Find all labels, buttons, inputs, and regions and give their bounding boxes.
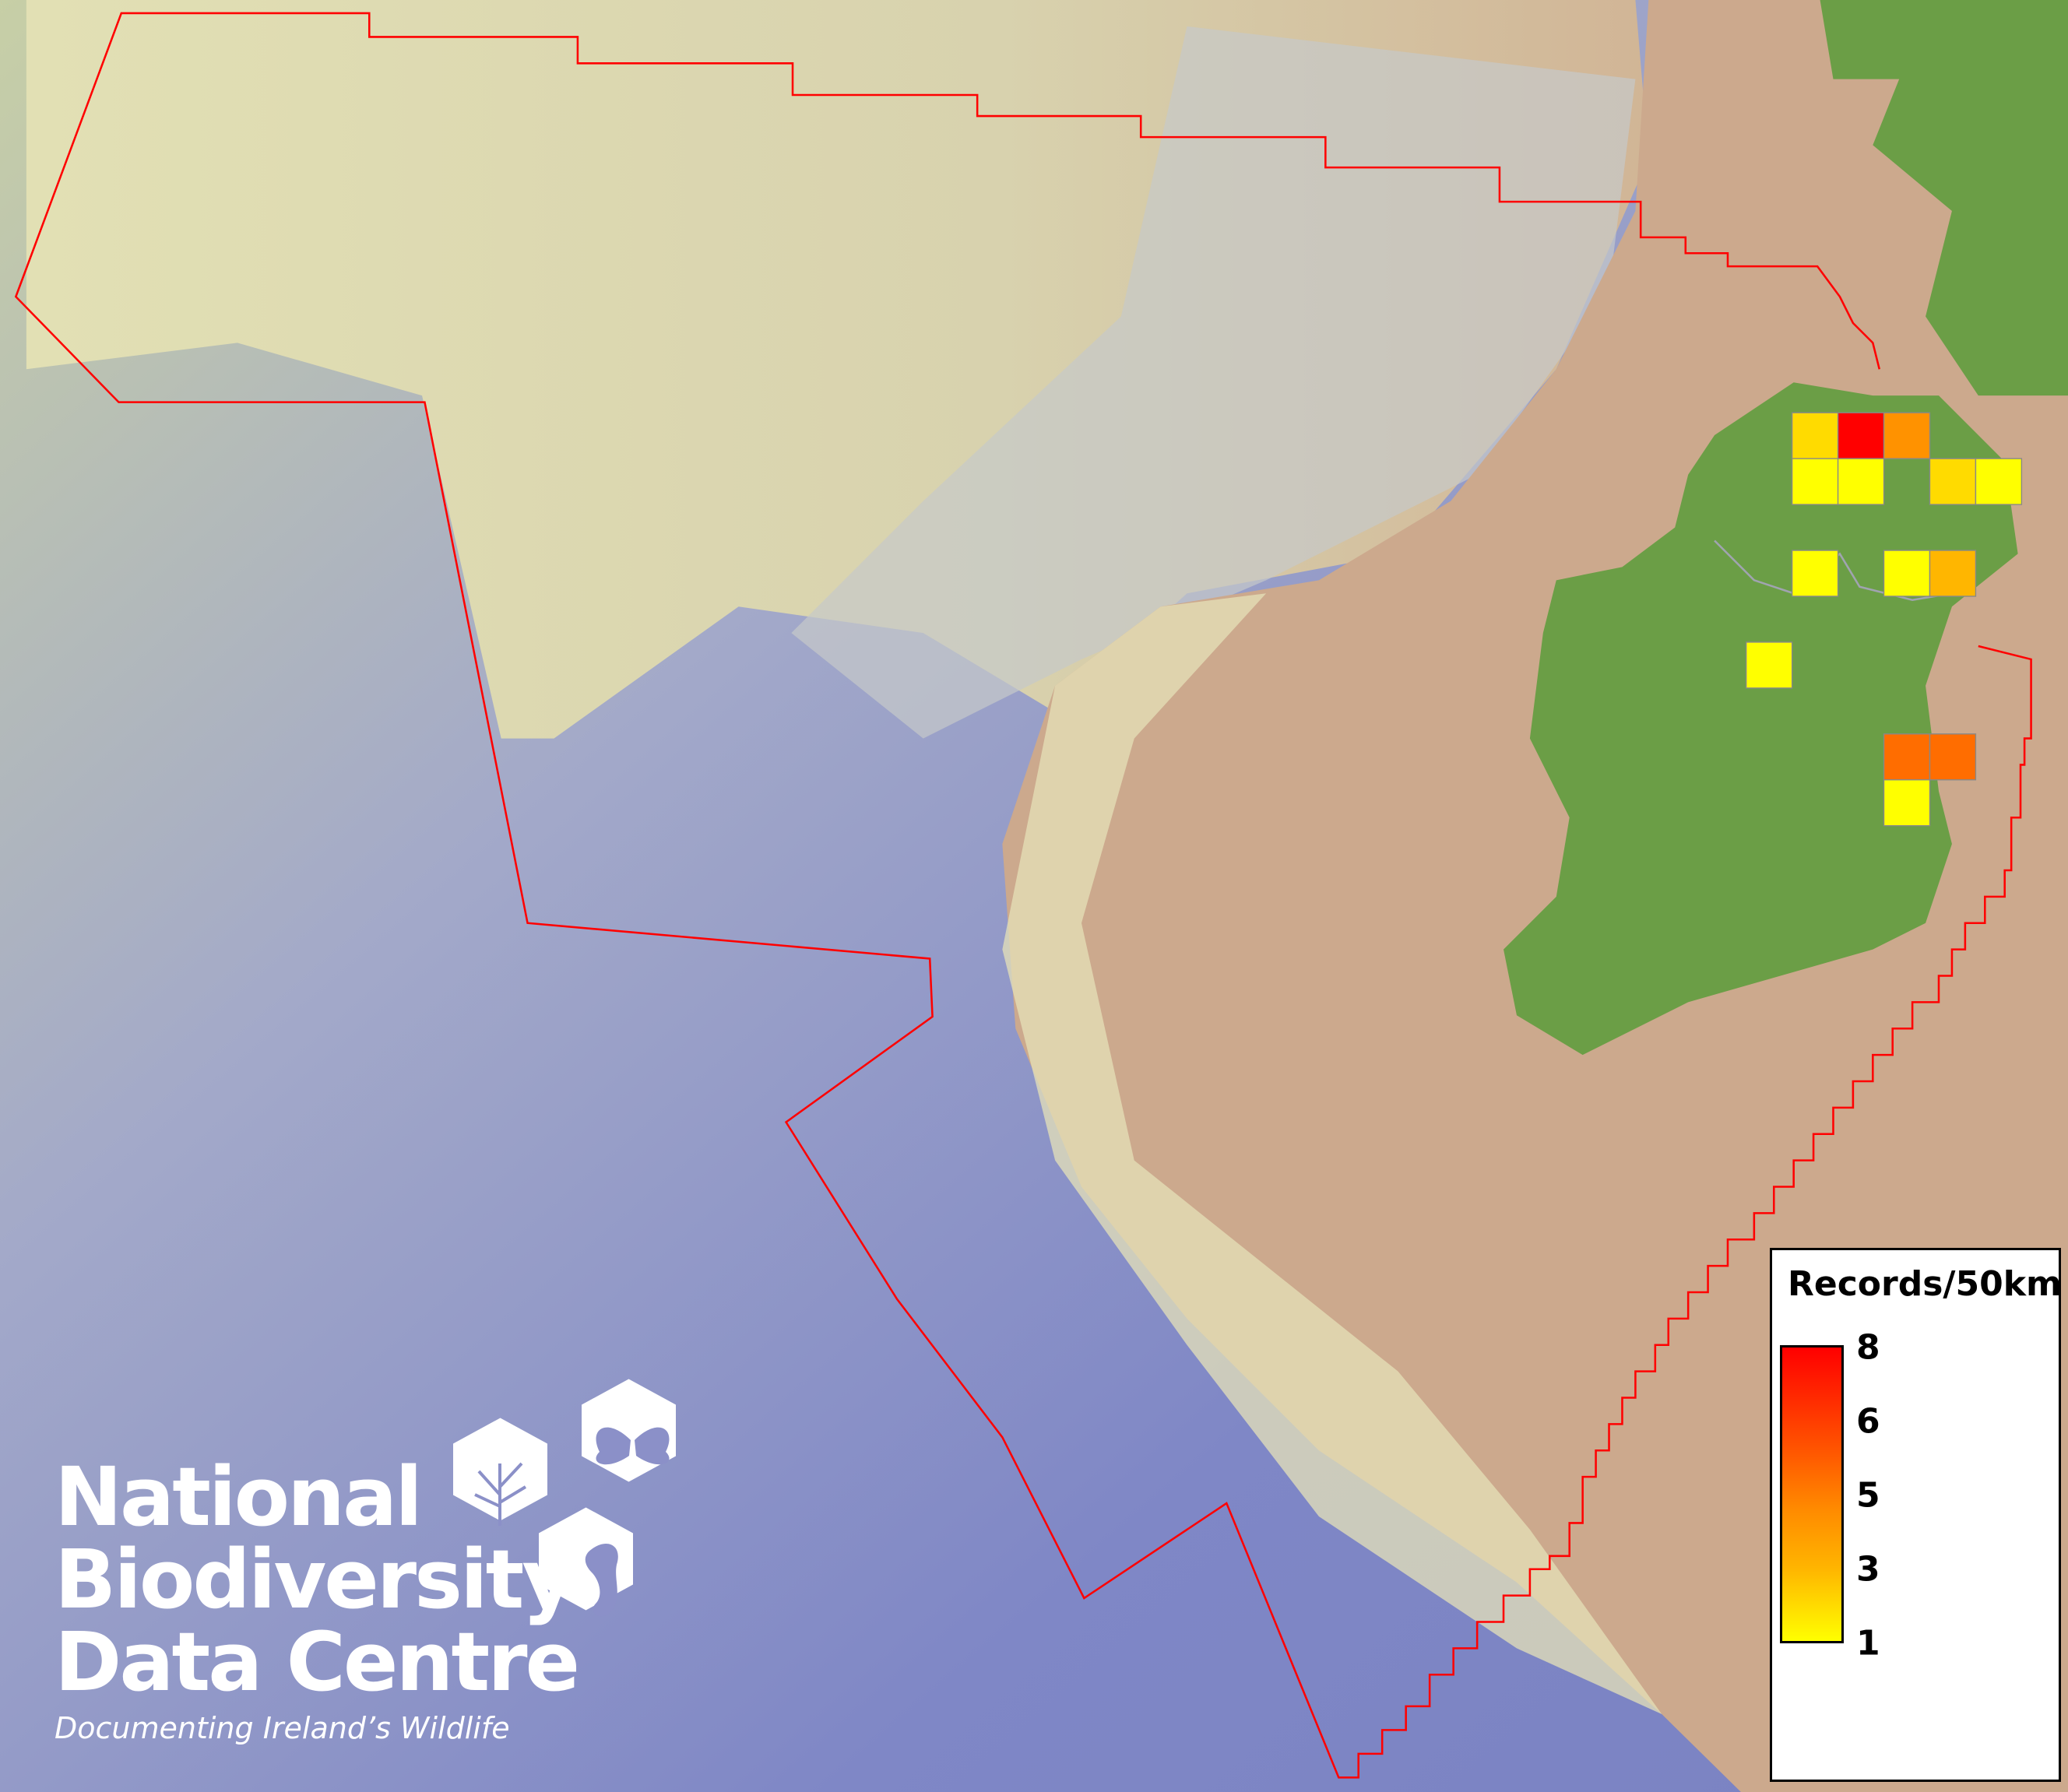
tree-icon (474, 1462, 527, 1526)
nbdc-logo: National Biodiversity Data Centre Docume… (55, 1378, 676, 1745)
boundary-line (14, 12, 2032, 1779)
grid-cell[interactable] (1837, 412, 1885, 459)
color-ramp (1780, 1345, 1844, 1643)
logo-tagline: Documenting Ireland’s Wildlife (55, 1711, 510, 1745)
grid-cell[interactable] (1883, 550, 1931, 597)
legend-tick: 6 (1856, 1401, 1880, 1442)
grey-basin (791, 26, 1636, 739)
legend-tick: 1 (1856, 1623, 1880, 1664)
grid-cell[interactable] (1791, 550, 1839, 597)
seahorse-icon (585, 1543, 618, 1617)
shelf-edge-pale (1002, 593, 1662, 1715)
grid-cell[interactable] (1883, 733, 1931, 781)
grid-cell[interactable] (1883, 412, 1931, 459)
logo-hexagons (453, 1379, 676, 1617)
logo-line-1: National (55, 1449, 423, 1544)
border-line (1714, 539, 1953, 602)
grid-cell[interactable] (1929, 733, 1977, 781)
logo-line-3: Data Centre (55, 1615, 580, 1709)
grid-cell[interactable] (1791, 412, 1839, 459)
legend-tick: 3 (1856, 1549, 1880, 1590)
grid-cell[interactable] (1929, 458, 1977, 505)
legend-tick: 5 (1856, 1475, 1880, 1516)
great-britain-land (1820, 0, 2068, 396)
butterfly-icon (596, 1427, 670, 1465)
grid-cell[interactable] (1746, 641, 1793, 689)
legend-tick: 8 (1856, 1327, 1880, 1368)
grid-cell[interactable] (1791, 458, 1839, 505)
grid-cell[interactable] (1837, 458, 1885, 505)
records-grid (1746, 412, 2023, 827)
legend: Records/50km 8 6 5 3 1 (1770, 1248, 2062, 1782)
grid-cell[interactable] (1975, 458, 2023, 505)
logo-line-2: Biodiversity (55, 1532, 575, 1627)
legend-title: Records/50km (1788, 1264, 2062, 1304)
grid-cell[interactable] (1883, 779, 1931, 827)
grid-cell[interactable] (1929, 550, 1977, 597)
